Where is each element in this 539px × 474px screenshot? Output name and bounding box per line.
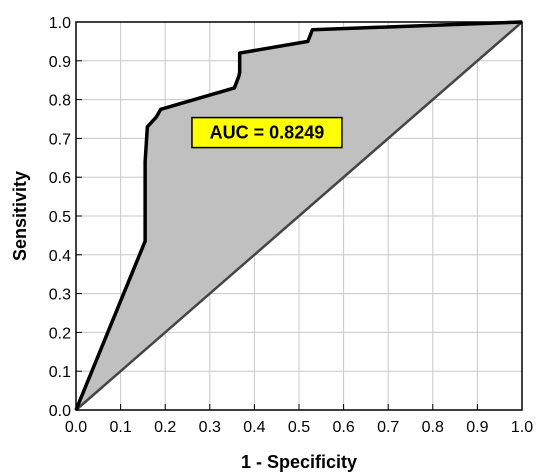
- x-tick-label: 0.0: [65, 419, 87, 436]
- roc-curve-line: [74, 20, 523, 411]
- y-tick-label: 1.0: [49, 15, 71, 32]
- y-axis-title: Sensitivity: [10, 171, 30, 261]
- annotations: AUC = 0.8249: [191, 116, 343, 149]
- y-tick-label: 0.0: [49, 403, 71, 420]
- y-tick-label: 0.1: [49, 364, 71, 381]
- x-tick-label: 0.7: [377, 419, 399, 436]
- series-lines: [74, 20, 523, 411]
- x-tick-label: 0.9: [466, 419, 488, 436]
- x-tick-label: 0.4: [243, 419, 265, 436]
- x-tick-label: 0.5: [288, 419, 310, 436]
- x-tick-label: 0.3: [199, 419, 221, 436]
- auc-annotation: AUC = 0.8249: [191, 116, 343, 149]
- tick-labels: 0.0 0.1 0.2 0.3 0.4 0.5 0.6 0.7 0.8 0.9 1.0 0.0 0.1 0…: [49, 15, 533, 436]
- y-tick-label: 0.3: [49, 287, 71, 304]
- x-axis-title: 1 - Specificity: [241, 452, 357, 472]
- x-tick-label: 0.1: [109, 419, 131, 436]
- y-tick-label: 0.5: [49, 209, 71, 226]
- auc-box: [191, 116, 343, 149]
- y-tick-label: 0.6: [49, 170, 71, 187]
- auc-label: AUC = 0.8249: [210, 123, 325, 143]
- y-tick-label: 0.8: [49, 93, 71, 110]
- y-tick-label: 0.4: [49, 248, 71, 265]
- plot-frame: [75, 21, 523, 411]
- x-tick-label: 1.0: [511, 419, 533, 436]
- x-tick-label: 0.8: [422, 419, 444, 436]
- y-tick-label: 0.7: [49, 131, 71, 148]
- y-tick-label: 0.9: [49, 54, 71, 71]
- x-tick-label: 0.2: [154, 419, 176, 436]
- x-tick-label: 0.6: [332, 419, 354, 436]
- y-tick-label: 0.2: [49, 325, 71, 342]
- reference-diagonal-line: [75, 21, 523, 411]
